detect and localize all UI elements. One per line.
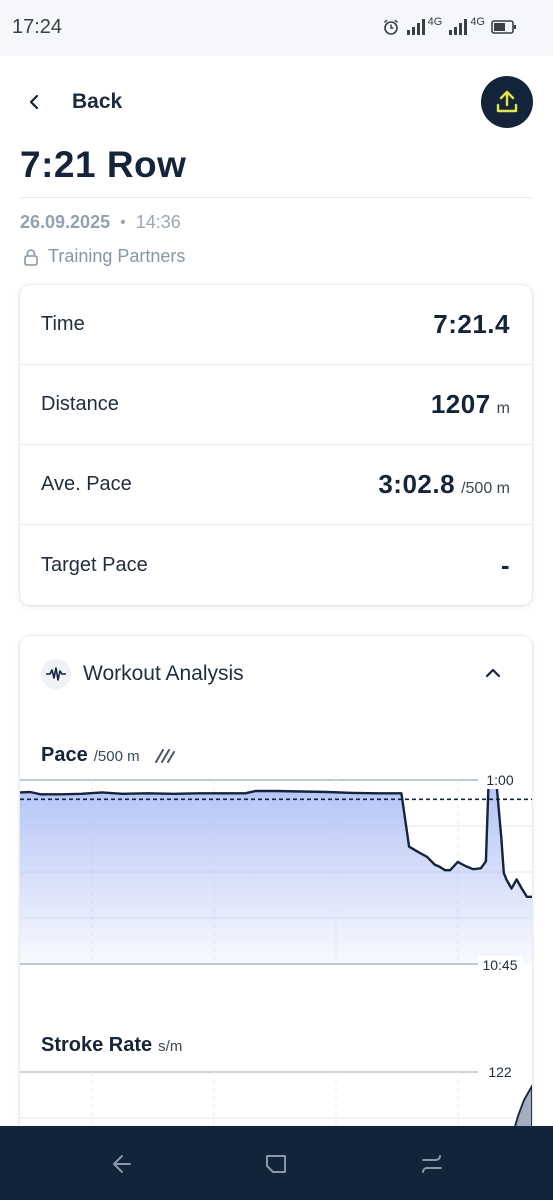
- pace-line: [20, 779, 532, 898]
- stat-row-distance: Distance 1207 m: [20, 365, 532, 445]
- title-divider: [20, 197, 533, 198]
- signal-icon-2: [449, 19, 468, 35]
- workout-analysis-toggle[interactable]: Workout Analysis: [20, 636, 532, 712]
- workout-detail-page: Back 7:21 Row 26.09.2025 • 14:36 Trainin…: [0, 56, 553, 1126]
- network-type-1: 4G: [427, 16, 443, 28]
- stat-label: Ave. Pace: [41, 473, 132, 495]
- pace-title: Pace: [41, 744, 88, 766]
- lap-split-icon[interactable]: [154, 746, 176, 766]
- status-icons: 4G 4G: [382, 16, 517, 38]
- stroke-rate-title: Stroke Rate: [41, 1034, 153, 1056]
- signal-icon: [406, 19, 425, 35]
- back-button[interactable]: Back: [24, 84, 122, 120]
- stat-row-ave-pace: Ave. Pace 3:02.8 /500 m: [20, 445, 532, 525]
- workout-date: 26.09.2025: [20, 212, 111, 232]
- stat-unit: /500 m: [461, 480, 510, 497]
- stroke-rate-unit: s/m: [158, 1038, 183, 1055]
- pace-area: [20, 780, 532, 964]
- axis-label-backdrop: [478, 956, 522, 974]
- chevron-up-icon: [485, 668, 501, 678]
- top-bar: Back: [0, 56, 553, 156]
- status-time: 17:24: [12, 16, 63, 38]
- stat-value: -: [500, 549, 510, 580]
- pace-axis-bottom-label: 10:45: [482, 957, 517, 973]
- axis-label-backdrop: [482, 774, 518, 789]
- stroke-rate-chart: 122: [20, 1064, 532, 1126]
- nav-back-icon[interactable]: [106, 1150, 134, 1178]
- back-label: Back: [72, 90, 123, 113]
- stat-value: 7:21.4: [433, 309, 510, 339]
- alarm-icon: [383, 19, 398, 35]
- stat-row-time: Time 7:21.4: [20, 285, 532, 365]
- workout-datetime: 26.09.2025 • 14:36: [20, 212, 181, 233]
- workout-analysis-card: Workout Analysis Pace /500 m 1:00 10:45: [20, 636, 532, 1126]
- stat-label: Target Pace: [41, 553, 148, 576]
- privacy-label: Training Partners: [48, 246, 186, 266]
- workout-time: 14:36: [135, 212, 181, 232]
- upload-button[interactable]: [481, 76, 533, 128]
- stat-value: 3:02.8: [378, 469, 456, 499]
- network-type-2: 4G: [470, 16, 485, 28]
- axis-label-backdrop: [484, 1064, 516, 1081]
- stat-label: Time: [41, 313, 85, 335]
- stroke-axis-top-label: 122: [488, 1064, 512, 1080]
- stat-row-target-pace: Target Pace -: [20, 525, 532, 605]
- nav-home-icon[interactable]: [262, 1150, 290, 1178]
- privacy-setting[interactable]: Training Partners: [22, 246, 185, 267]
- nav-recents-icon[interactable]: [418, 1150, 446, 1178]
- workout-title: 7:21 Row: [20, 144, 187, 185]
- stats-card: Time 7:21.4 Distance 1207 m Ave. Pace 3:…: [20, 285, 532, 605]
- workout-analysis-title: Workout Analysis: [83, 662, 244, 685]
- stat-value: 1207: [430, 389, 491, 419]
- pace-chart: 1:00 10:45: [20, 774, 532, 974]
- stroke-chart-title: Stroke Rate s/m: [41, 1034, 182, 1057]
- chevron-left-icon: [29, 94, 39, 110]
- stroke-rate-area: [514, 1084, 532, 1126]
- battery-icon: [491, 20, 516, 34]
- lock-icon: [24, 248, 38, 266]
- meta-separator: •: [120, 213, 126, 231]
- system-nav-bar: [0, 1126, 553, 1200]
- status-bar: 17:24 4G 4G: [0, 0, 553, 56]
- waveform-icon: [41, 659, 71, 689]
- stat-unit: m: [496, 400, 510, 417]
- pace-axis-top-label: 1:00: [486, 774, 513, 788]
- stat-label: Distance: [41, 393, 119, 415]
- upload-icon: [496, 90, 518, 113]
- pace-unit: /500 m: [93, 748, 140, 765]
- pace-chart-title: Pace /500 m: [41, 744, 176, 767]
